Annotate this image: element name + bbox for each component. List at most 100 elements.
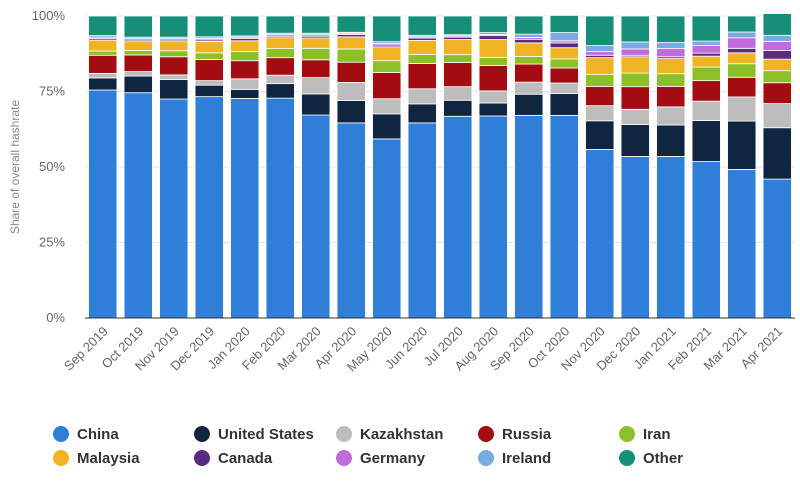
bar-segment-kazakhstan: [301, 77, 331, 95]
bar-segment-germany: [727, 37, 757, 49]
legend-item-iran[interactable]: Iran: [619, 426, 671, 443]
bar-segment-russia: [372, 72, 402, 100]
y-tick-label: 50%: [39, 159, 65, 174]
bar-segment-germany: [762, 40, 792, 51]
legend-item-united-states[interactable]: United States: [194, 426, 314, 443]
bar-segment-united-states: [88, 77, 118, 91]
legend-item-russia[interactable]: Russia: [478, 426, 552, 443]
legend-swatch: [619, 450, 635, 466]
bar-segment-canada: [762, 50, 792, 60]
legend-item-canada[interactable]: Canada: [194, 450, 273, 467]
bar-segment-other: [762, 13, 792, 36]
bar-segment-germany: [691, 45, 721, 54]
bar-segment-other: [194, 15, 224, 38]
bar-segment-kazakhstan: [727, 96, 757, 122]
bar-segment-kazakhstan: [656, 106, 686, 126]
legend-swatch: [194, 450, 210, 466]
bar-segment-russia: [762, 82, 792, 104]
bar-segment-russia: [159, 56, 189, 76]
bar-segment-canada: [691, 52, 721, 57]
legend-swatch: [336, 450, 352, 466]
legend: China United States Kazakhstan Russia Iran Ma…: [53, 426, 683, 467]
bar-segment-iran: [549, 58, 579, 69]
bar-segment-united-states: [301, 93, 331, 116]
bar-segment-other: [301, 15, 331, 34]
legend-item-china[interactable]: China: [53, 426, 119, 443]
bar-segment-united-states: [407, 103, 437, 124]
bar-segment-other: [443, 15, 473, 36]
bar-segment-iran: [585, 73, 615, 87]
bar-segment-russia: [301, 59, 331, 79]
bar-segment-russia: [123, 54, 153, 72]
bar-segment-other: [727, 15, 757, 33]
bar-segment-china: [620, 156, 650, 319]
bar-segment-other: [656, 15, 686, 43]
bar-segment-other: [514, 15, 544, 35]
bar-segment-kazakhstan: [336, 82, 366, 101]
bar-segment-iran: [194, 52, 224, 60]
legend-item-kazakhstan[interactable]: Kazakhstan: [336, 426, 443, 443]
bar-segment-malaysia: [762, 58, 792, 72]
legend-item-ireland[interactable]: Ireland: [478, 450, 551, 467]
bar-segment-iran: [336, 48, 366, 63]
bar-segment-united-states: [762, 127, 792, 180]
bar-segment-other: [620, 15, 650, 43]
bar-segment-other: [585, 15, 615, 46]
bar-segment-other: [230, 15, 260, 37]
bar-segment-malaysia: [478, 39, 508, 58]
legend-swatch: [478, 450, 494, 466]
y-axis-ticks: 0% 25% 50% 75% 100%: [32, 8, 66, 325]
bar-segment-malaysia: [88, 39, 118, 52]
bar-segment-ireland: [514, 33, 544, 38]
legend-item-germany[interactable]: Germany: [336, 450, 426, 467]
bar-segment-united-states: [514, 93, 544, 116]
bar-segment-iran: [727, 63, 757, 78]
bar-segment-iran: [88, 50, 118, 56]
bar-segment-iran: [407, 53, 437, 64]
legend-label: Germany: [360, 450, 426, 467]
bar-segment-ireland: [620, 41, 650, 50]
bar-segment-iran: [656, 73, 686, 87]
bar-segment-other: [478, 15, 508, 34]
bar-segment-russia: [88, 54, 118, 74]
bar-segment-iran: [478, 56, 508, 66]
legend-item-other[interactable]: Other: [619, 450, 683, 467]
bar-segment-kazakhstan: [443, 86, 473, 101]
bar-segment-kazakhstan: [194, 80, 224, 86]
bar-segment-russia: [727, 76, 757, 98]
bar-segment-iran: [301, 47, 331, 61]
legend-label: Russia: [502, 426, 552, 443]
bar-segment-canada: [549, 42, 579, 49]
bar-segment-united-states: [265, 83, 295, 99]
bar-segment-united-states: [336, 100, 366, 124]
bar-segment-canada: [514, 38, 544, 44]
legend-label: Kazakhstan: [360, 426, 443, 443]
bar-segment-united-states: [372, 113, 402, 140]
bar-segment-canada: [478, 35, 508, 40]
bar-segment-china: [88, 89, 118, 319]
legend-item-malaysia[interactable]: Malaysia: [53, 450, 140, 467]
bar-segment-ireland: [656, 42, 686, 50]
bar-segment-russia: [656, 85, 686, 108]
bar-segment-germany: [620, 48, 650, 56]
legend-label: China: [77, 426, 119, 443]
y-tick-label: 75%: [39, 84, 65, 99]
bar-segment-kazakhstan: [514, 81, 544, 95]
bar-segment-russia: [265, 57, 295, 76]
bar-segment-china: [585, 149, 615, 319]
bar-segment-iran: [123, 50, 153, 56]
bar-segment-russia: [194, 59, 224, 82]
bar-segment-united-states: [123, 75, 153, 94]
bar-segment-china: [265, 97, 295, 319]
bar-segment-malaysia: [691, 55, 721, 68]
legend-swatch: [336, 426, 352, 442]
y-tick-label: 0%: [46, 310, 65, 325]
y-tick-label: 100%: [32, 8, 66, 23]
bars: [88, 13, 792, 319]
bar-segment-other: [372, 15, 402, 43]
bar-segment-iran: [443, 54, 473, 63]
bar-segment-malaysia: [336, 36, 366, 50]
bar-segment-united-states: [549, 93, 579, 116]
legend-swatch: [194, 426, 210, 442]
